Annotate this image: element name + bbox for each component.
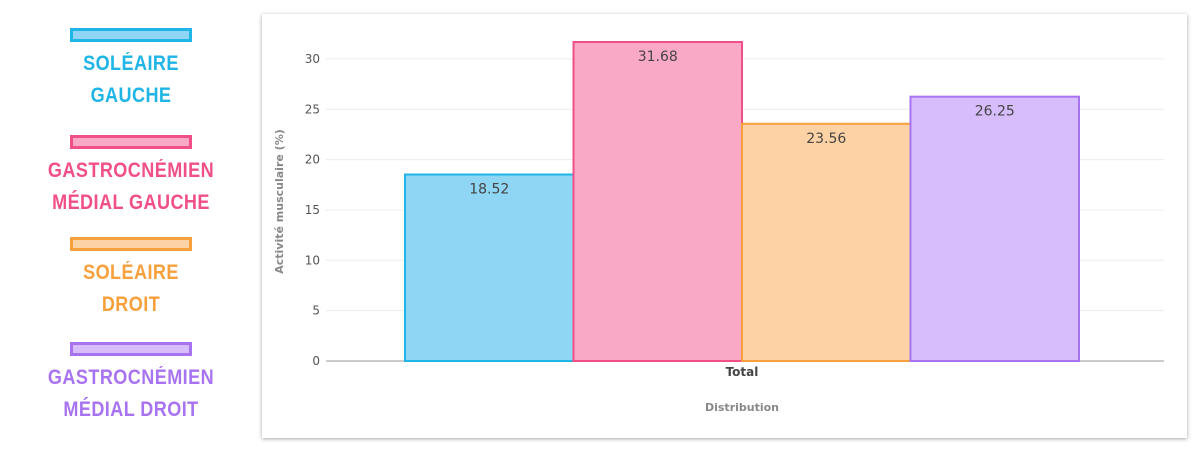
legend-label: SOLÉAIRE GAUCHE (83, 52, 179, 107)
data-label: 26.25 (975, 104, 1015, 120)
legend: SOLÉAIRE GAUCHE GASTROCNÉMIEN MÉDIAL GAUC… (0, 0, 262, 455)
legend-swatch (70, 237, 192, 251)
bar (404, 173, 575, 362)
legend-item: SOLÉAIRE DROIT (0, 237, 262, 321)
x-tick-label: Total (726, 365, 759, 379)
y-tick-label: 10 (305, 253, 320, 267)
legend-label: SOLÉAIRE DROIT (83, 261, 179, 316)
legend-item: GASTROCNÉMIEN MÉDIAL DROIT (0, 342, 262, 426)
chart-card: 0 5 10 15 20 25 30 18.52 31.68 23.56 26.25 Total Dis… (262, 14, 1187, 438)
legend-label: GASTROCNÉMIEN MÉDIAL DROIT (47, 366, 215, 421)
y-tick-label: 5 (312, 304, 320, 318)
y-axis-title: Activité musculaire (%) (273, 129, 286, 274)
bar-chart: 0 5 10 15 20 25 30 18.52 31.68 23.56 26.25 Total Dis… (273, 41, 1164, 414)
data-label: 31.68 (638, 49, 678, 65)
bar (741, 122, 912, 362)
legend-swatch (70, 28, 192, 42)
legend-label: GASTROCNÉMIEN MÉDIAL GAUCHE (47, 159, 215, 214)
x-axis-title: Distribution (705, 401, 779, 414)
y-tick-label: 0 (312, 354, 320, 368)
legend-swatch (70, 135, 192, 149)
legend-item: GASTROCNÉMIEN MÉDIAL GAUCHE (0, 135, 262, 219)
y-tick-label: 15 (305, 203, 320, 217)
bar (572, 41, 743, 362)
data-label: 18.52 (469, 182, 509, 198)
legend-swatch (70, 342, 192, 356)
legend-item: SOLÉAIRE GAUCHE (0, 28, 262, 112)
y-tick-label: 25 (305, 102, 320, 116)
bar (909, 95, 1080, 362)
y-tick-label: 30 (305, 52, 320, 66)
data-label: 23.56 (806, 131, 846, 147)
y-tick-label: 20 (305, 153, 320, 167)
